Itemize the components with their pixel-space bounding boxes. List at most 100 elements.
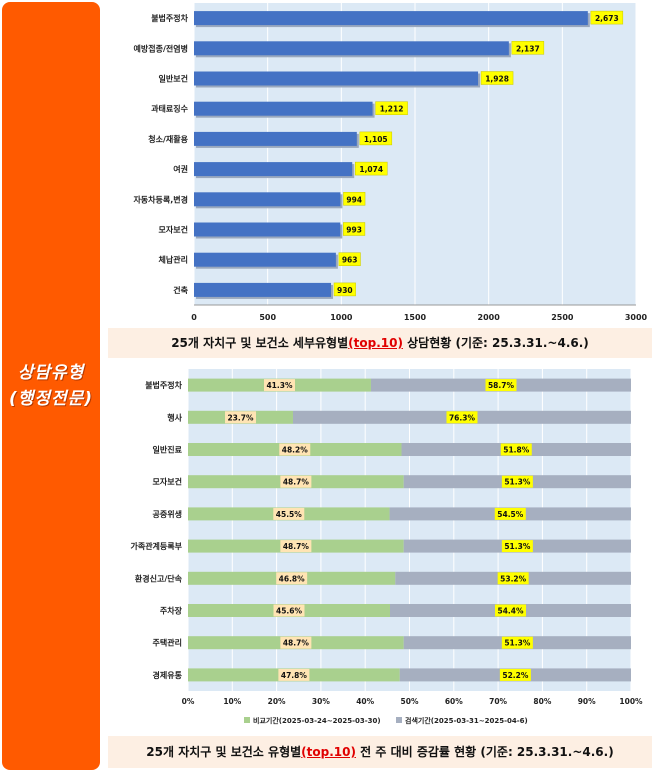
- data-label: 1,074: [359, 165, 383, 174]
- legend-swatch-search: [396, 717, 402, 723]
- category-label: 불법주정차: [151, 13, 188, 23]
- data-label-bg: [590, 10, 624, 25]
- data-label-bg: [273, 507, 305, 520]
- bar: [194, 131, 357, 146]
- sidebar-title: 상담유형: [17, 363, 85, 383]
- data-label-bg: [276, 572, 308, 585]
- data-label-bg: [280, 540, 312, 553]
- x-tick-label: 50%: [401, 697, 419, 706]
- x-tick-label: 30%: [312, 697, 330, 706]
- category-label: 체납관리: [159, 255, 188, 265]
- bar: [194, 41, 509, 56]
- category-label: 청소/재활용: [148, 134, 188, 144]
- x-tick-label: 90%: [578, 697, 596, 706]
- data-label: 1,105: [364, 135, 388, 144]
- x-tick-label: 0: [191, 313, 197, 322]
- data-label-bg: [280, 475, 312, 488]
- data-label-bg: [501, 475, 533, 488]
- data-label-bg: [501, 636, 533, 649]
- data-label-search: 51.8%: [503, 446, 530, 455]
- data-label-bg: [278, 668, 310, 681]
- category-label: 경제유통: [153, 670, 183, 680]
- data-label: 930: [337, 286, 353, 295]
- x-tick-label: 10%: [223, 697, 241, 706]
- x-tick-label: 2500: [551, 313, 574, 322]
- data-label-bg: [359, 131, 393, 146]
- x-tick-label: 1000: [330, 313, 353, 322]
- data-label: 993: [346, 226, 362, 235]
- data-label-bg: [375, 101, 408, 115]
- bar-chart-top10: 0 500 1000 1500 2000 2500 3000 불법주정차 2,673 예방접종/전…: [133, 3, 648, 322]
- data-label-search: 52.2%: [502, 671, 529, 680]
- sidebar-panel: 상담유형 (행정전문): [2, 2, 100, 770]
- category-label: 공중위생: [153, 509, 182, 519]
- data-label-bg: [354, 161, 388, 176]
- data-label-bg: [343, 192, 366, 206]
- bar: [194, 71, 479, 86]
- data-label-bg: [501, 540, 533, 553]
- x-tick-label: 80%: [533, 697, 551, 706]
- category-label: 가족관계등록부: [130, 541, 182, 551]
- category-label: 모자보건: [153, 477, 182, 487]
- bar: [194, 222, 341, 237]
- data-label-search: 51.3%: [504, 639, 531, 648]
- category-label: 모자보건: [159, 225, 188, 235]
- data-label-comparison: 48.2%: [282, 446, 309, 455]
- x-tick-label: 70%: [489, 697, 507, 706]
- data-label-bg: [273, 604, 305, 617]
- sidebar-subtitle: (행정전문): [8, 389, 94, 409]
- data-label-search: 51.3%: [504, 478, 531, 487]
- data-label: 963: [342, 256, 358, 265]
- data-label: 994: [346, 195, 362, 204]
- data-label-bg: [343, 222, 366, 236]
- x-tick-label: 2000: [478, 313, 501, 322]
- category-label: 자동차등록,변경: [133, 194, 188, 204]
- category-label: 환경신고/단속: [135, 573, 183, 583]
- data-label: 1,212: [380, 105, 404, 114]
- data-label-bg: [224, 411, 256, 424]
- bar: [194, 162, 353, 177]
- data-label-bg: [511, 41, 545, 55]
- data-label-bg: [338, 252, 361, 266]
- chart1-caption: 25개 자치구 및 보건소 세부유형별(top.10) 상담현황 (기준: 25…: [108, 328, 652, 358]
- data-label-bg: [495, 604, 527, 617]
- category-label: 행사: [167, 412, 182, 422]
- data-label-bg: [494, 507, 526, 520]
- category-label: 일반진료: [153, 445, 183, 455]
- x-tick-label: 20%: [268, 697, 286, 706]
- data-label-bg: [279, 443, 311, 456]
- category-label: 여권: [173, 164, 188, 174]
- category-label: 과태료징수: [151, 104, 188, 114]
- data-label-bg: [280, 636, 312, 649]
- data-label-search: 51.3%: [504, 542, 531, 551]
- data-label-bg: [263, 379, 295, 392]
- x-tick-label: 100%: [619, 697, 643, 706]
- data-label-bg: [333, 282, 356, 297]
- x-tick-label: 3000: [625, 313, 648, 322]
- category-label: 건축: [173, 285, 188, 295]
- data-label-search: 54.4%: [497, 607, 524, 616]
- chart2-caption: 25개 자치구 및 보건소 유형별(top.10) 전 주 대비 증감률 현황 …: [108, 736, 652, 768]
- data-label-comparison: 48.7%: [283, 542, 310, 551]
- stacked-bar-chart-change: 0% 10% 20% 30% 40% 50% 60% 70% 80% 90% 100% 불법주정차 41…: [130, 369, 643, 725]
- data-label-comparison: 48.7%: [283, 478, 310, 487]
- data-label-search: 53.2%: [500, 574, 527, 583]
- category-label: 예방접종/전염병: [134, 43, 188, 53]
- bar: [194, 11, 588, 26]
- category-label: 주택관리: [153, 638, 182, 648]
- bar: [194, 101, 373, 116]
- data-label: 2,673: [595, 14, 619, 23]
- legend-label-search: 검색기간(2025-03-31~2025-04-6): [405, 716, 528, 725]
- data-label-comparison: 23.7%: [227, 413, 254, 422]
- data-label-search: 76.3%: [449, 413, 476, 422]
- category-label: 주차장: [160, 606, 183, 616]
- data-label-bg: [480, 71, 514, 85]
- legend-label-comparison: 비교기간(2025-03-24~2025-03-30): [253, 716, 381, 725]
- data-label-search: 58.7%: [488, 381, 515, 390]
- data-label-comparison: 47.8%: [281, 671, 308, 680]
- x-tick-label: 1500: [404, 313, 427, 322]
- x-tick-label: 40%: [356, 697, 374, 706]
- bar: [194, 282, 332, 297]
- legend-swatch-comparison: [244, 717, 250, 723]
- data-label-bg: [485, 379, 517, 392]
